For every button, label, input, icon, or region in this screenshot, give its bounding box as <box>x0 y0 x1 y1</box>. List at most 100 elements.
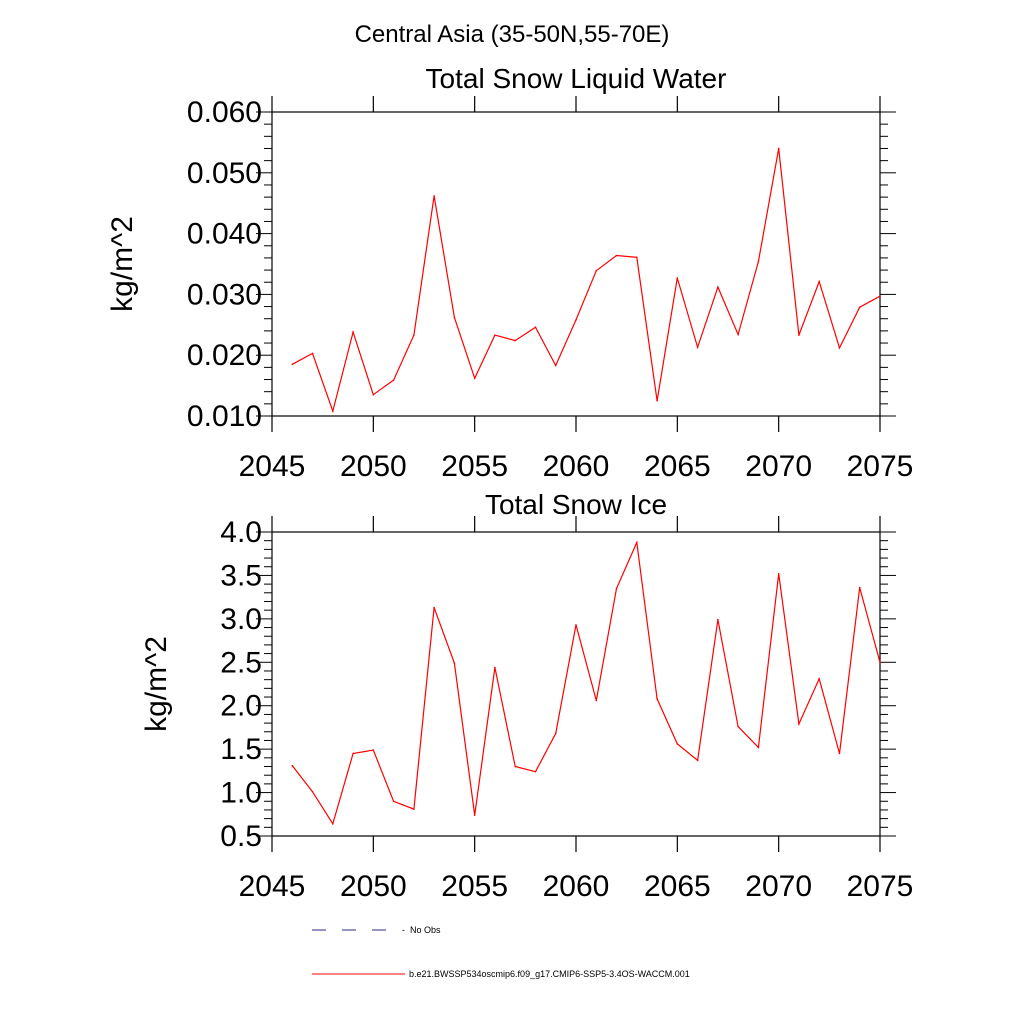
data-point <box>453 662 456 664</box>
plot-frame <box>271 111 881 417</box>
y-tick-label: 1.0 <box>220 777 262 810</box>
x-tick-label: 2050 <box>340 450 407 483</box>
data-point <box>534 770 537 773</box>
data-point <box>534 326 537 329</box>
y-tick-label: 1.5 <box>220 733 262 766</box>
x-tick-label: 2050 <box>340 870 407 903</box>
legend: - No Obs b.e21.BWSSP534oscmip6.f09_g17.C… <box>312 925 690 979</box>
plot-frame <box>271 531 881 837</box>
figure-title: Central Asia (35-50N,55-70E) <box>355 21 670 48</box>
data-point <box>332 410 334 412</box>
data-point <box>433 606 435 609</box>
data-point <box>879 295 881 298</box>
x-tick-label: 2060 <box>543 450 610 483</box>
data-point <box>291 764 294 767</box>
x-tick-label: 2075 <box>847 870 914 903</box>
x-tick-label: 2055 <box>441 870 508 903</box>
data-point <box>717 618 719 621</box>
data-point <box>636 256 638 259</box>
y-tick-label: 0.020 <box>187 339 262 372</box>
panel-snow-ice: Total Snow Ice kg/m^2 2045 2050 2055 2060 2065… <box>140 489 913 903</box>
data-point <box>757 746 760 749</box>
y-tick-label: 0.050 <box>187 157 262 190</box>
data-point <box>777 147 780 150</box>
data-point <box>818 280 820 283</box>
data-point <box>737 725 739 728</box>
data-point <box>696 346 699 349</box>
data-point <box>879 661 881 664</box>
data-point <box>392 800 395 803</box>
data-point <box>656 400 658 402</box>
data-point <box>757 260 760 263</box>
data-point <box>838 347 841 349</box>
data-point <box>858 586 861 589</box>
panel-snow-liquid-water: Total Snow Liquid Water kg/m^2 2045 2050 205… <box>106 63 913 483</box>
data-point <box>818 677 820 680</box>
chart-title: Total Snow Liquid Water <box>426 63 727 94</box>
data-point <box>494 334 496 336</box>
data-point <box>473 814 476 816</box>
y-tick-label: 0.5 <box>220 820 262 853</box>
data-point <box>554 364 557 367</box>
data-point <box>798 334 800 336</box>
data-point <box>717 286 719 288</box>
data-point <box>352 752 354 755</box>
y-tick-label: 3.5 <box>220 559 262 592</box>
data-point <box>798 723 800 725</box>
data-point <box>575 319 577 321</box>
x-tick-label: 2060 <box>543 870 610 903</box>
y-tick-label: 3.0 <box>220 603 262 636</box>
data-point <box>291 363 294 366</box>
data-point <box>595 699 598 702</box>
data-point <box>696 759 699 762</box>
data-point <box>494 666 496 669</box>
data-point <box>737 333 739 336</box>
data-point <box>777 572 780 575</box>
data-point <box>473 377 476 380</box>
data-point <box>554 732 557 735</box>
x-tick-label: 2065 <box>644 450 711 483</box>
y-tick-label: 0.060 <box>187 96 262 129</box>
data-point <box>453 316 456 319</box>
data-point <box>413 808 415 810</box>
x-tick-label: 2070 <box>745 870 812 903</box>
series-line <box>291 540 881 826</box>
data-point <box>615 254 618 257</box>
y-axis-label: kg/m^2 <box>106 216 139 312</box>
legend-obs-dash: - <box>402 925 405 935</box>
y-tick-label: 0.010 <box>187 400 262 433</box>
x-tick-label: 2075 <box>847 450 914 483</box>
x-tick-label: 2055 <box>441 450 508 483</box>
y-tick-label: 2.5 <box>220 646 262 679</box>
data-point <box>372 749 375 751</box>
data-point <box>575 624 577 626</box>
data-point <box>332 823 334 825</box>
x-tick-label: 2045 <box>239 870 306 903</box>
x-tick-label: 2070 <box>745 450 812 483</box>
data-point <box>514 765 516 768</box>
data-point <box>372 393 375 396</box>
data-point <box>514 339 516 342</box>
y-tick-label: 0.040 <box>187 218 262 251</box>
data-point <box>392 379 395 381</box>
data-point <box>311 790 314 793</box>
chart-title: Total Snow Ice <box>485 489 667 520</box>
data-point <box>656 697 658 700</box>
data-point <box>636 541 638 544</box>
data-point <box>858 306 861 308</box>
x-tick-label: 2065 <box>644 870 711 903</box>
data-point <box>413 334 415 336</box>
x-tick-label: 2045 <box>239 450 306 483</box>
data-point <box>352 331 354 333</box>
data-point <box>433 195 435 197</box>
series-line <box>292 148 881 414</box>
data-point <box>838 752 841 755</box>
legend-model-label: b.e21.BWSSP534oscmip6.f09_g17.CMIP6-SSP5… <box>409 969 690 979</box>
data-point <box>615 587 618 590</box>
y-tick-label: 4.0 <box>220 516 262 549</box>
y-tick-label: 0.030 <box>187 278 262 311</box>
data-point <box>676 277 679 279</box>
y-axis-label: kg/m^2 <box>140 636 173 732</box>
legend-obs-label: No Obs <box>410 925 441 935</box>
